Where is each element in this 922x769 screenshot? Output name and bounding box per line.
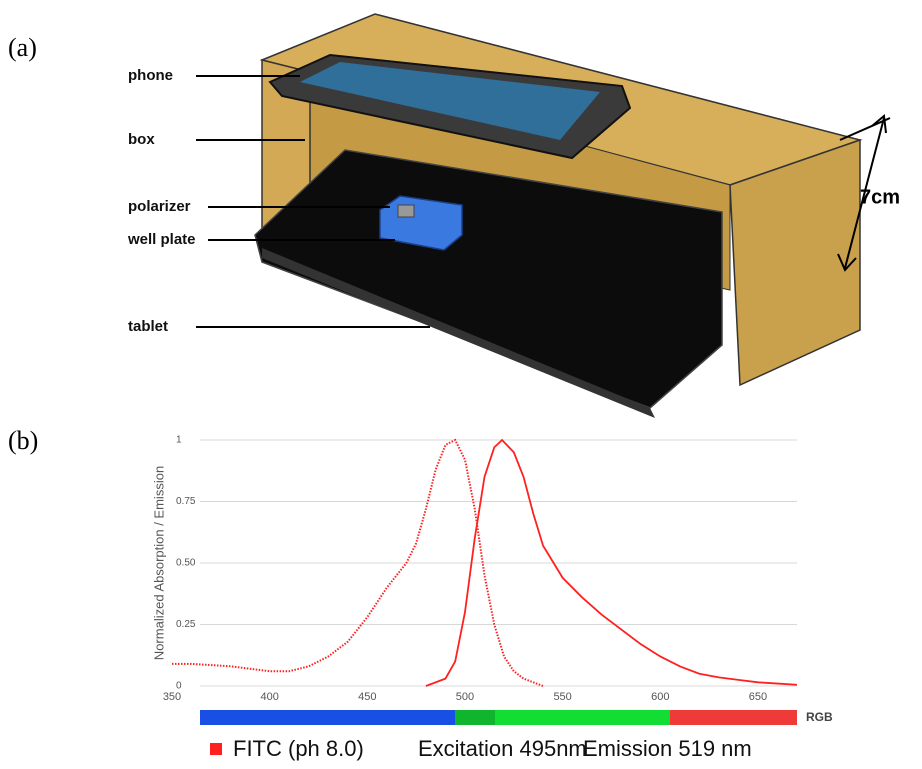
y-tick-label: 0.25 xyxy=(176,619,196,630)
x-tick-label: 650 xyxy=(749,691,767,703)
height-label: 7cm xyxy=(860,186,900,208)
x-tick-label: 600 xyxy=(651,691,669,703)
x-tick-label: 500 xyxy=(456,691,474,703)
part-label: polarizer xyxy=(128,198,191,215)
x-tick-label: 550 xyxy=(553,691,571,703)
x-tick-label: 450 xyxy=(358,691,376,703)
legend-entry: Excitation 495nm xyxy=(418,736,587,761)
x-tick-label: 350 xyxy=(163,691,181,703)
y-tick-label: 1 xyxy=(176,435,182,446)
rgb-band xyxy=(200,710,797,725)
legend-swatch xyxy=(210,743,222,755)
y-tick-label: 0.50 xyxy=(176,558,196,569)
panel-label: (b) xyxy=(8,426,38,455)
y-tick-label: 0.75 xyxy=(176,496,196,507)
part-label: phone xyxy=(128,67,173,84)
part-label: well plate xyxy=(127,231,196,248)
x-tick-label: 400 xyxy=(260,691,278,703)
y-axis-label: Normalized Absorption / Emission xyxy=(151,466,166,660)
part-label: tablet xyxy=(128,318,168,335)
legend-entry: Emission 519 nm xyxy=(583,736,752,761)
panel-label: (a) xyxy=(8,33,37,62)
apparatus-drawing xyxy=(255,14,890,418)
figure: (a) (b) phone box polarizer well plate table… xyxy=(0,0,922,764)
band-label: RGB xyxy=(806,710,833,724)
part-label: box xyxy=(128,131,155,148)
legend-prefix: FITC (ph 8.0) xyxy=(233,736,364,761)
